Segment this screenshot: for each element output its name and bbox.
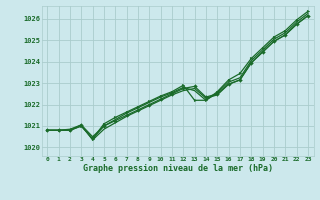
X-axis label: Graphe pression niveau de la mer (hPa): Graphe pression niveau de la mer (hPa): [83, 164, 273, 173]
